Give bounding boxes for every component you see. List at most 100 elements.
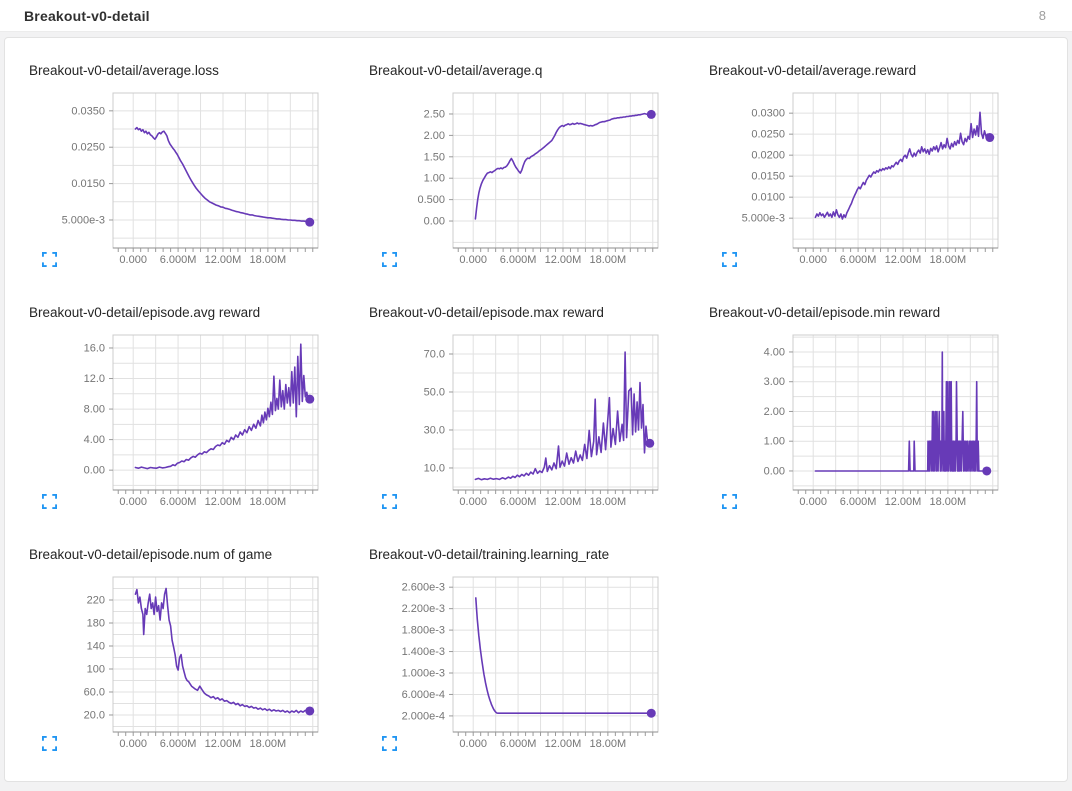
chart-title: Breakout-v0-detail/average.loss — [29, 63, 219, 78]
expand-icon[interactable] — [42, 492, 60, 510]
svg-text:16.0: 16.0 — [84, 342, 105, 354]
svg-text:18.00M: 18.00M — [250, 496, 287, 508]
chart-title: Breakout-v0-detail/episode.avg reward — [29, 305, 261, 320]
svg-text:0.00: 0.00 — [84, 465, 105, 477]
svg-text:6.000M: 6.000M — [160, 738, 197, 750]
svg-text:0.000: 0.000 — [799, 254, 827, 266]
chart-title: Breakout-v0-detail/episode.min reward — [709, 305, 941, 320]
svg-text:0.000: 0.000 — [119, 496, 147, 508]
svg-text:2.600e-3: 2.600e-3 — [402, 582, 445, 594]
svg-text:1.00: 1.00 — [764, 436, 785, 448]
chart-plot-average-q[interactable]: 2.50 2.00 1.50 1.00 0.500 0.00 0.000 6.000M 12.0… — [369, 85, 701, 269]
svg-text:50.0: 50.0 — [424, 386, 445, 398]
chart-card-training-learning-rate: Breakout-v0-detail/training.learning_rat… — [369, 546, 709, 755]
svg-text:4.00: 4.00 — [84, 434, 105, 446]
svg-text:12.00M: 12.00M — [885, 254, 922, 266]
chart-card-average-reward: Breakout-v0-detail/average.reward 0.0300… — [709, 62, 1049, 271]
chart-card-episode-avg-reward: Breakout-v0-detail/episode.avg reward 16… — [29, 304, 369, 513]
svg-text:6.000M: 6.000M — [840, 254, 877, 266]
svg-text:5.000e-3: 5.000e-3 — [742, 213, 785, 225]
svg-text:12.00M: 12.00M — [545, 738, 582, 750]
charts-card: Breakout-v0-detail/average.loss 0.0350 0.… — [4, 37, 1068, 782]
svg-text:140: 140 — [87, 640, 105, 652]
svg-text:12.00M: 12.00M — [205, 738, 242, 750]
svg-text:6.000M: 6.000M — [500, 496, 537, 508]
svg-text:18.00M: 18.00M — [250, 738, 287, 750]
svg-text:0.0350: 0.0350 — [71, 105, 105, 117]
svg-text:60.0: 60.0 — [84, 686, 105, 698]
expand-icon[interactable] — [722, 250, 740, 268]
svg-text:18.00M: 18.00M — [930, 254, 967, 266]
svg-text:0.500: 0.500 — [417, 194, 445, 206]
chart-title: Breakout-v0-detail/episode.max reward — [369, 305, 604, 320]
svg-text:6.000e-4: 6.000e-4 — [402, 689, 445, 701]
svg-text:12.00M: 12.00M — [545, 254, 582, 266]
svg-text:2.00: 2.00 — [424, 130, 445, 142]
chart-title: Breakout-v0-detail/average.q — [369, 63, 543, 78]
svg-text:4.00: 4.00 — [764, 346, 785, 358]
svg-text:18.00M: 18.00M — [250, 254, 287, 266]
svg-text:0.000: 0.000 — [119, 254, 147, 266]
svg-text:12.00M: 12.00M — [545, 496, 582, 508]
chart-plot-episode-min-reward[interactable]: 4.00 3.00 2.00 1.00 0.00 0.000 6.000M 12.00M 18.… — [709, 327, 1041, 511]
chart-count-badge: 8 — [1038, 8, 1046, 23]
chart-title: Breakout-v0-detail/training.learning_rat… — [369, 547, 610, 562]
svg-text:1.50: 1.50 — [424, 151, 445, 163]
expand-icon[interactable] — [382, 492, 400, 510]
charts-grid: Breakout-v0-detail/average.loss 0.0350 0.… — [29, 62, 1067, 755]
category-title: Breakout-v0-detail — [24, 7, 150, 24]
svg-text:2.000e-4: 2.000e-4 — [402, 710, 445, 722]
svg-text:18.00M: 18.00M — [590, 496, 627, 508]
svg-text:0.000: 0.000 — [459, 254, 487, 266]
chart-plot-training-learning-rate[interactable]: 2.600e-3 2.200e-3 1.800e-3 1.400e-3 1.000e-3… — [369, 569, 701, 753]
svg-text:1.00: 1.00 — [424, 173, 445, 185]
chart-card-average-q: Breakout-v0-detail/average.q 2.50 2.00 1.5… — [369, 62, 709, 271]
svg-text:6.000M: 6.000M — [500, 254, 537, 266]
chart-plot-episode-num-of-game[interactable]: 220 180 140 100 60.0 20.0 0.000 6.000M 12.00M 18.… — [29, 569, 361, 753]
svg-text:6.000M: 6.000M — [500, 738, 537, 750]
svg-text:0.0100: 0.0100 — [751, 192, 785, 204]
chart-card-average-loss: Breakout-v0-detail/average.loss 0.0350 0.… — [29, 62, 369, 271]
chart-plot-episode-avg-reward[interactable]: 16.0 12.0 8.00 4.00 0.00 0.000 6.000M 12.00M 18.… — [29, 327, 361, 511]
svg-text:3.00: 3.00 — [764, 376, 785, 388]
svg-text:12.0: 12.0 — [84, 373, 105, 385]
svg-text:100: 100 — [87, 663, 105, 675]
svg-text:180: 180 — [87, 617, 105, 629]
svg-text:12.00M: 12.00M — [205, 496, 242, 508]
svg-text:0.000: 0.000 — [459, 496, 487, 508]
svg-text:0.0250: 0.0250 — [751, 129, 785, 141]
svg-text:0.000: 0.000 — [459, 738, 487, 750]
chart-title: Breakout-v0-detail/episode.num of game — [29, 547, 273, 562]
svg-text:220: 220 — [87, 594, 105, 606]
chart-title: Breakout-v0-detail/average.reward — [709, 63, 917, 78]
chart-plot-average-reward[interactable]: 0.0300 0.0250 0.0200 0.0150 0.0100 5.000e-3 0.… — [709, 85, 1041, 269]
svg-text:8.00: 8.00 — [84, 404, 105, 416]
svg-text:0.0200: 0.0200 — [751, 150, 785, 162]
expand-icon[interactable] — [42, 250, 60, 268]
chart-card-episode-min-reward: Breakout-v0-detail/episode.min reward 4.… — [709, 304, 1049, 513]
svg-text:12.00M: 12.00M — [205, 254, 242, 266]
svg-text:5.000e-3: 5.000e-3 — [62, 214, 105, 226]
svg-text:30.0: 30.0 — [424, 424, 445, 436]
svg-text:1.400e-3: 1.400e-3 — [402, 646, 445, 658]
svg-text:0.0150: 0.0150 — [71, 178, 105, 190]
expand-icon[interactable] — [382, 250, 400, 268]
expand-icon[interactable] — [42, 734, 60, 752]
expand-icon[interactable] — [722, 492, 740, 510]
svg-text:18.00M: 18.00M — [590, 254, 627, 266]
svg-text:1.000e-3: 1.000e-3 — [402, 668, 445, 680]
svg-text:0.000: 0.000 — [799, 496, 827, 508]
svg-text:1.800e-3: 1.800e-3 — [402, 625, 445, 637]
category-header[interactable]: Breakout-v0-detail 8 — [0, 0, 1072, 32]
svg-text:2.50: 2.50 — [424, 108, 445, 120]
svg-text:20.0: 20.0 — [84, 709, 105, 721]
expand-icon[interactable] — [382, 734, 400, 752]
chart-card-episode-max-reward: Breakout-v0-detail/episode.max reward 70… — [369, 304, 709, 513]
svg-text:2.200e-3: 2.200e-3 — [402, 603, 445, 615]
svg-text:12.00M: 12.00M — [885, 496, 922, 508]
svg-text:0.0150: 0.0150 — [751, 171, 785, 183]
chart-plot-average-loss[interactable]: 0.0350 0.0250 0.0150 5.000e-3 0.000 6.000M 12.… — [29, 85, 361, 269]
chart-plot-episode-max-reward[interactable]: 70.0 50.0 30.0 10.0 0.000 6.000M 12.00M 18.00M — [369, 327, 701, 511]
svg-text:18.00M: 18.00M — [930, 496, 967, 508]
svg-text:0.00: 0.00 — [424, 216, 445, 228]
